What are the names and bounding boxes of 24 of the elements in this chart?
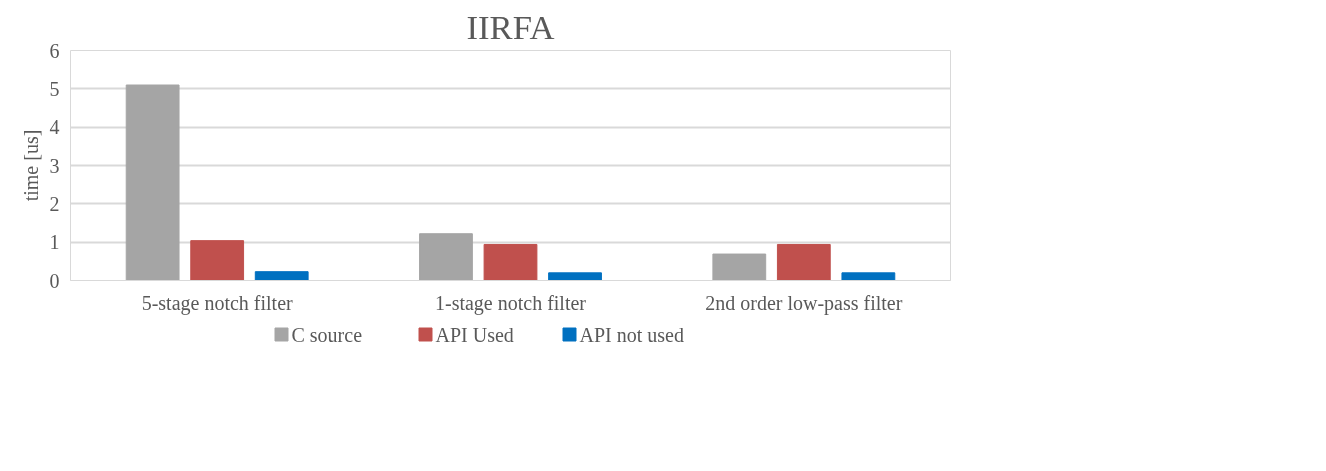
y-tick-label: 1 xyxy=(49,231,60,254)
x-tick-label: 5-stage notch filter xyxy=(141,291,294,315)
y-tick-label: 3 xyxy=(49,154,60,177)
bar xyxy=(483,243,538,281)
bar xyxy=(548,272,602,281)
bar xyxy=(125,84,180,281)
y-tick-label: 5 xyxy=(49,77,60,100)
bar xyxy=(254,271,309,281)
y-axis-title: time [us] xyxy=(19,129,42,202)
y-tick-label: 6 xyxy=(49,39,60,62)
x-tick-label: 2nd order low-pass filter xyxy=(705,291,903,315)
y-tick-label: 4 xyxy=(49,116,60,139)
bar xyxy=(776,243,831,281)
bar xyxy=(190,240,245,281)
legend-label: C source xyxy=(291,323,363,346)
x-tick-label: 1-stage notch filter xyxy=(434,291,587,315)
chart-title: IIRFA xyxy=(466,7,555,46)
y-tick-label: 0 xyxy=(49,269,60,292)
bar xyxy=(712,253,767,281)
y-tick-label: 2 xyxy=(49,192,60,215)
bar xyxy=(419,233,473,281)
legend-label: API Used xyxy=(435,323,514,346)
legend-label: API not used xyxy=(579,323,684,346)
bar xyxy=(841,272,896,281)
